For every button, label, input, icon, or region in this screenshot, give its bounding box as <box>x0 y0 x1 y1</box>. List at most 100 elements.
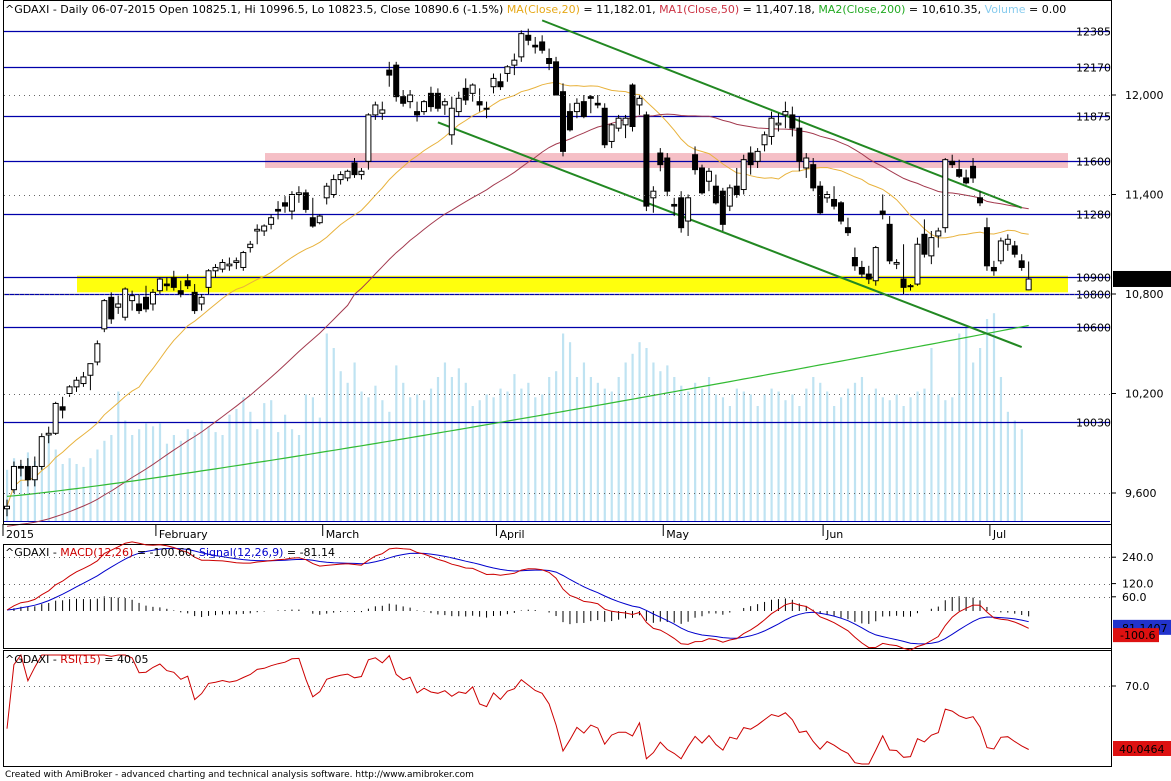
candle-body <box>775 122 782 126</box>
volume-bar <box>318 417 321 522</box>
candle-body <box>275 208 282 212</box>
candle-body <box>872 247 879 282</box>
level-label: 12385 <box>1076 26 1111 39</box>
candle-body <box>858 266 865 275</box>
candle-body <box>636 97 643 106</box>
volume-bar <box>423 400 426 522</box>
macd-ticker: ^GDAXI - <box>5 546 60 559</box>
candle-body <box>122 288 129 318</box>
volume-bar <box>1013 420 1016 522</box>
level-label: 10800 <box>1076 289 1111 302</box>
ma50-label: MA1(Close,50) <box>659 3 739 16</box>
candle-body <box>914 243 921 285</box>
rsi-value: = 40.05 <box>101 653 149 666</box>
volume-bar <box>367 397 370 522</box>
macd-header: ^GDAXI - MACD(12,26) = -100.60, Signal(1… <box>5 546 335 559</box>
candle-body <box>80 376 87 385</box>
candle-body <box>344 170 351 179</box>
candle-body <box>587 96 594 99</box>
candle-body <box>205 270 212 288</box>
macd-line <box>6 541 1029 651</box>
candle-body <box>330 179 337 195</box>
level-label: 10030 <box>1076 417 1111 430</box>
volume-bar <box>464 382 467 522</box>
volume-bar <box>499 388 502 522</box>
volume-bar <box>374 385 377 522</box>
candle-body <box>421 101 427 113</box>
volume-bar <box>610 391 613 522</box>
volume-bar <box>568 342 572 522</box>
volume-bar <box>138 429 141 522</box>
volume-bar <box>756 406 759 522</box>
volume-bar <box>645 348 648 522</box>
volume-bar <box>117 391 120 522</box>
candle-body <box>434 92 441 109</box>
candle-body <box>212 266 219 272</box>
candle-body <box>170 276 177 288</box>
rsi-panel-frame <box>3 650 1112 767</box>
candle-body <box>240 252 247 268</box>
candle-body <box>323 185 330 199</box>
candle-body <box>532 44 539 48</box>
volume-bar <box>589 377 592 522</box>
candle-body <box>1004 238 1011 245</box>
candle-body <box>963 177 970 184</box>
candle-body <box>198 296 205 305</box>
macd-signal-line <box>6 547 1029 645</box>
volume-bar <box>207 426 210 522</box>
volume-bar <box>325 333 328 522</box>
volume-bar <box>270 400 273 522</box>
candle-body <box>268 217 275 225</box>
candle-body <box>810 164 817 189</box>
volume-bar <box>575 377 579 522</box>
volume-bar <box>638 342 641 522</box>
volume-bar <box>388 411 391 522</box>
candle-body <box>163 283 170 287</box>
candle-body <box>309 217 316 227</box>
volume-bar <box>958 333 961 522</box>
volume-bar <box>888 400 891 522</box>
volume-bar <box>770 388 773 522</box>
volume-bar <box>381 400 384 522</box>
volume-bar <box>617 377 620 522</box>
candle-body <box>900 278 907 288</box>
ma200-label: MA2(Close,200) <box>818 3 905 16</box>
candle-body <box>1018 260 1025 268</box>
candle-body <box>45 432 52 436</box>
candle-body <box>851 257 858 267</box>
candle-body <box>622 117 629 126</box>
candle-body <box>525 34 532 41</box>
candle-body <box>59 406 66 411</box>
volume-bar <box>701 388 704 522</box>
candle-body <box>10 465 17 491</box>
candle-body <box>817 185 824 214</box>
candle-body <box>177 290 184 295</box>
volume-bar <box>19 464 23 522</box>
candle-body <box>803 157 810 169</box>
price-header: ^GDAXI - Daily 06-07-2015 Open 10825.1, … <box>5 3 1066 16</box>
ma50-value: = 11,407.18, <box>739 3 818 16</box>
ma200-line <box>6 324 1029 497</box>
candle-body <box>490 77 497 88</box>
candle-body <box>539 41 546 51</box>
macd-plot-layer <box>6 541 1030 651</box>
candle-body <box>560 91 566 152</box>
volume-bar <box>402 382 405 522</box>
volume-bar <box>812 377 815 522</box>
volume-bar <box>624 362 627 522</box>
candle-body <box>302 192 309 210</box>
candle-body <box>594 102 601 106</box>
volume-label: Volume <box>985 3 1026 16</box>
candle-body <box>754 150 761 162</box>
volume-bar <box>75 464 78 522</box>
x-axis-label: May <box>666 528 689 541</box>
rsi-line <box>6 653 1029 765</box>
trend-channel-line <box>541 19 1023 209</box>
volume-bar <box>290 429 294 522</box>
volume-bar <box>471 406 474 522</box>
candle-body <box>935 230 942 237</box>
volume-bar <box>944 400 947 522</box>
candle-body <box>17 465 24 469</box>
volume-bar <box>89 458 92 522</box>
candle-body <box>94 343 101 363</box>
